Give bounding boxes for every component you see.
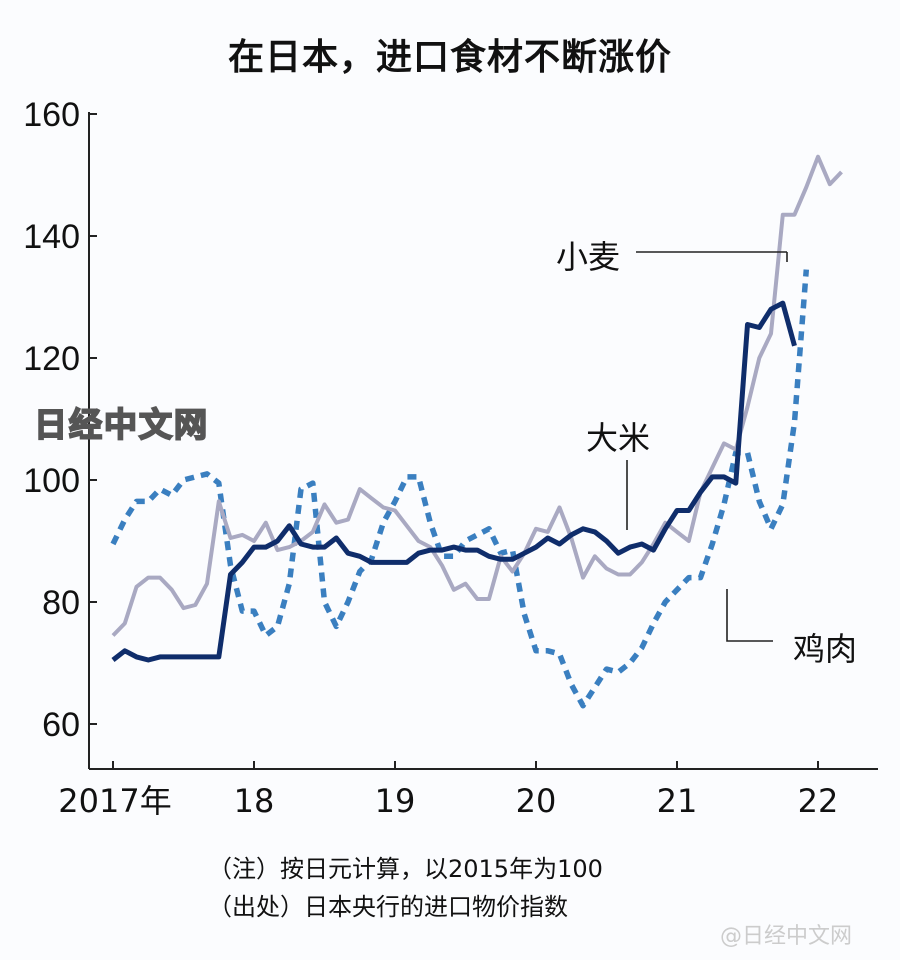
note-text: （注）按日元计算，以2015年为100 bbox=[208, 855, 603, 883]
axes bbox=[88, 112, 878, 770]
x-tick-label: 18 bbox=[234, 782, 275, 820]
weibo-watermark: @日经中文网 bbox=[720, 924, 853, 949]
wheat-line bbox=[111, 154, 843, 637]
source-text: （出处）日本央行的进口物价指数 bbox=[208, 893, 568, 921]
label-rice: 大米 bbox=[586, 419, 650, 457]
label-chicken: 鸡肉 bbox=[793, 630, 857, 668]
x-ticks: 2017年 18 19 20 21 22 bbox=[58, 761, 838, 820]
x-tick-label: 22 bbox=[798, 782, 839, 820]
label-wheat: 小麦 bbox=[556, 238, 620, 276]
y-tick-label: 80 bbox=[42, 584, 80, 622]
chart-notes: （注）按日元计算，以2015年为100 （出处）日本央行的进口物价指数 bbox=[208, 850, 603, 926]
x-tick-label: 20 bbox=[516, 782, 557, 820]
y-tick-label: 60 bbox=[42, 706, 80, 744]
y-ticks: 60 80 100 120 140 160 bbox=[23, 96, 97, 744]
y-tick-label: 160 bbox=[23, 96, 80, 134]
y-tick-label: 140 bbox=[23, 218, 80, 256]
y-tick-label: 120 bbox=[23, 340, 80, 378]
chart-title: 在日本，进口食材不断涨价 bbox=[227, 37, 672, 78]
watermark: 日经中文网 bbox=[33, 404, 209, 445]
x-tick-label: 21 bbox=[657, 782, 698, 820]
y-tick-label: 100 bbox=[23, 462, 80, 500]
x-tick-label: 2017年 bbox=[58, 782, 171, 820]
rice-line bbox=[111, 300, 797, 663]
x-tick-label: 19 bbox=[375, 782, 416, 820]
series-lines bbox=[110, 154, 843, 709]
chicken-leader-line bbox=[726, 589, 773, 642]
